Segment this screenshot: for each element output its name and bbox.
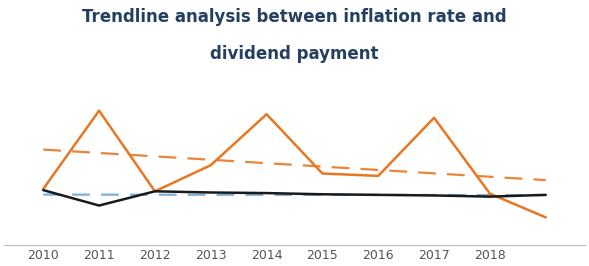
Text: Trendline analysis between inflation rate and: Trendline analysis between inflation rat… — [82, 8, 507, 26]
Text: dividend payment: dividend payment — [210, 45, 379, 63]
